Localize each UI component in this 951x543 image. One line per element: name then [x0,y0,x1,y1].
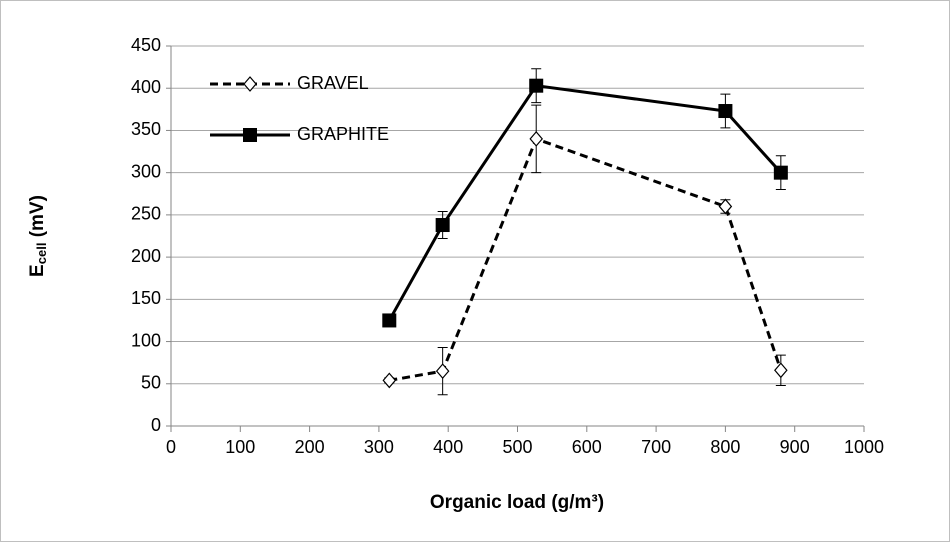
marker [435,218,450,233]
x-tick-label: 900 [780,437,810,457]
x-tick-label: 1000 [844,437,884,457]
marker [773,165,788,180]
x-tick-label: 400 [433,437,463,457]
legend-label: GRAVEL [297,73,369,93]
y-tick-label: 350 [131,119,161,139]
x-tick-label: 200 [295,437,325,457]
legend-marker [243,76,257,92]
x-tick-label: 0 [166,437,176,457]
y-label-sub: cell [34,243,49,265]
x-axis-label: Organic load (g/m³) [430,492,604,513]
x-tick-label: 700 [641,437,671,457]
marker [718,104,733,119]
marker [718,198,733,215]
y-tick-label: 250 [131,204,161,224]
y-label-main: E [27,264,48,277]
y-tick-label: 0 [151,415,161,435]
y-label-unit: (mV) [27,195,48,243]
y-axis-label: Ecell (mV) [27,195,49,277]
marker [529,78,544,93]
legend-marker [243,128,257,142]
x-tick-label: 800 [710,437,740,457]
marker [435,363,450,380]
y-tick-label: 400 [131,77,161,97]
x-tick-label: 300 [364,437,394,457]
marker [774,362,788,379]
y-tick-label: 150 [131,288,161,308]
y-tick-label: 50 [141,373,161,393]
x-tick-label: 500 [502,437,532,457]
marker [382,372,397,389]
y-tick-label: 100 [131,330,161,350]
legend-label: GRAPHITE [297,124,389,144]
y-tick-label: 450 [131,35,161,55]
y-tick-label: 300 [131,161,161,181]
marker [382,313,397,328]
marker [529,130,544,147]
x-tick-label: 600 [572,437,602,457]
x-tick-label: 100 [225,437,255,457]
y-tick-label: 200 [131,246,161,266]
